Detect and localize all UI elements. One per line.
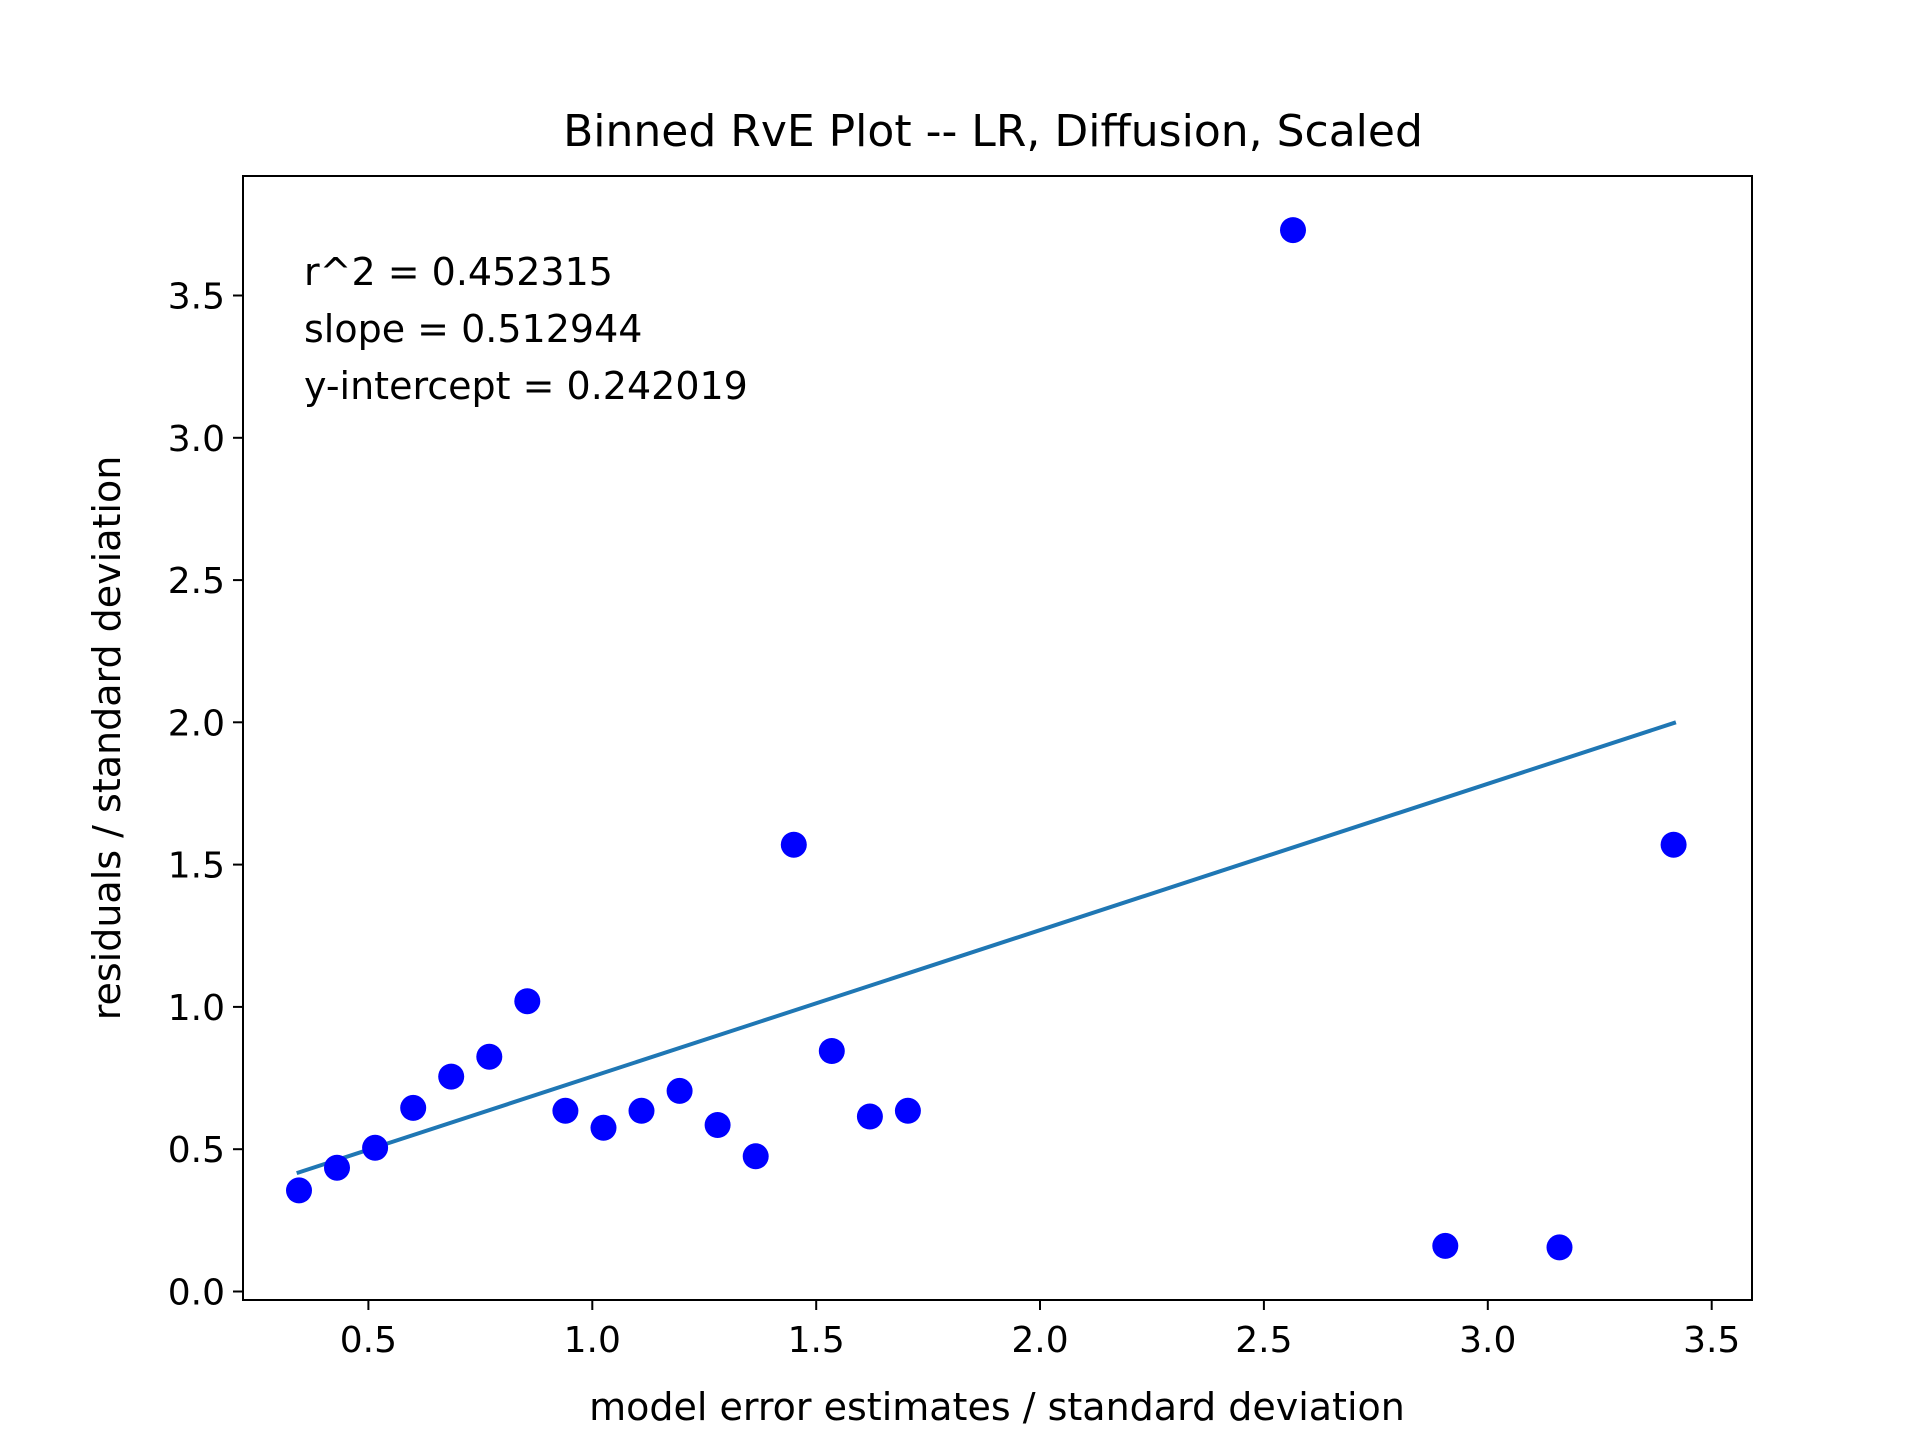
- x-tick-label: 2.0: [1011, 1320, 1068, 1361]
- data-point: [856, 1103, 883, 1130]
- data-point: [286, 1177, 312, 1204]
- data-point: [666, 1077, 693, 1104]
- stats-annotation: slope = 0.512944: [304, 307, 642, 351]
- x-tick-label: 1.0: [564, 1320, 621, 1361]
- y-tick-label: 1.5: [168, 846, 225, 887]
- x-tick-label: 3.0: [1459, 1320, 1516, 1361]
- data-point: [1432, 1232, 1459, 1259]
- data-point: [818, 1038, 845, 1064]
- data-point: [1660, 831, 1687, 858]
- y-tick-label: 0.5: [168, 1130, 225, 1171]
- y-tick-label: 3.5: [168, 277, 225, 318]
- data-point: [514, 988, 541, 1015]
- data-point: [324, 1154, 350, 1181]
- data-point: [704, 1112, 731, 1138]
- data-point: [1546, 1234, 1573, 1261]
- y-tick-label: 0.0: [168, 1273, 225, 1314]
- x-axis: 0.5 1.0 1.5 2.0 2.5 3.0 3.5: [340, 1300, 1740, 1361]
- x-tick-label: 3.5: [1683, 1320, 1740, 1361]
- y-axis: 0.0 0.5 1.0 1.5 2.0 2.5 3.0 3.5: [168, 277, 243, 1314]
- data-point: [590, 1114, 617, 1141]
- annotations: r^2 = 0.452315 slope = 0.512944 y-intercep…: [304, 250, 748, 408]
- data-point: [400, 1094, 427, 1121]
- data-layer: [286, 217, 1687, 1261]
- data-point: [742, 1143, 769, 1170]
- y-tick-label: 2.0: [168, 703, 225, 744]
- x-tick-label: 2.5: [1235, 1320, 1292, 1361]
- y-tick-label: 3.0: [168, 419, 225, 460]
- x-tick-label: 0.5: [340, 1320, 397, 1361]
- fit-line: [296, 720, 1677, 1176]
- stats-annotation: r^2 = 0.452315: [304, 250, 613, 294]
- data-point: [362, 1134, 389, 1161]
- data-point: [1280, 217, 1306, 244]
- plot-frame: [242, 175, 1753, 1301]
- stats-annotation: y-intercept = 0.242019: [304, 364, 748, 408]
- y-tick-label: 2.5: [168, 561, 225, 602]
- x-tick-label: 1.5: [788, 1320, 845, 1361]
- data-point: [628, 1097, 655, 1124]
- data-point: [780, 831, 807, 858]
- y-tick-label: 1.0: [168, 988, 225, 1029]
- data-point: [552, 1097, 579, 1124]
- x-axis-label: model error estimates / standard deviati…: [589, 1385, 1405, 1429]
- chart-title: Binned RvE Plot -- LR, Diffusion, Scaled: [563, 106, 1423, 157]
- data-point: [476, 1043, 503, 1070]
- data-point: [894, 1097, 921, 1124]
- data-point: [438, 1063, 465, 1090]
- y-axis-label: residuals / standard deviation: [85, 456, 129, 1021]
